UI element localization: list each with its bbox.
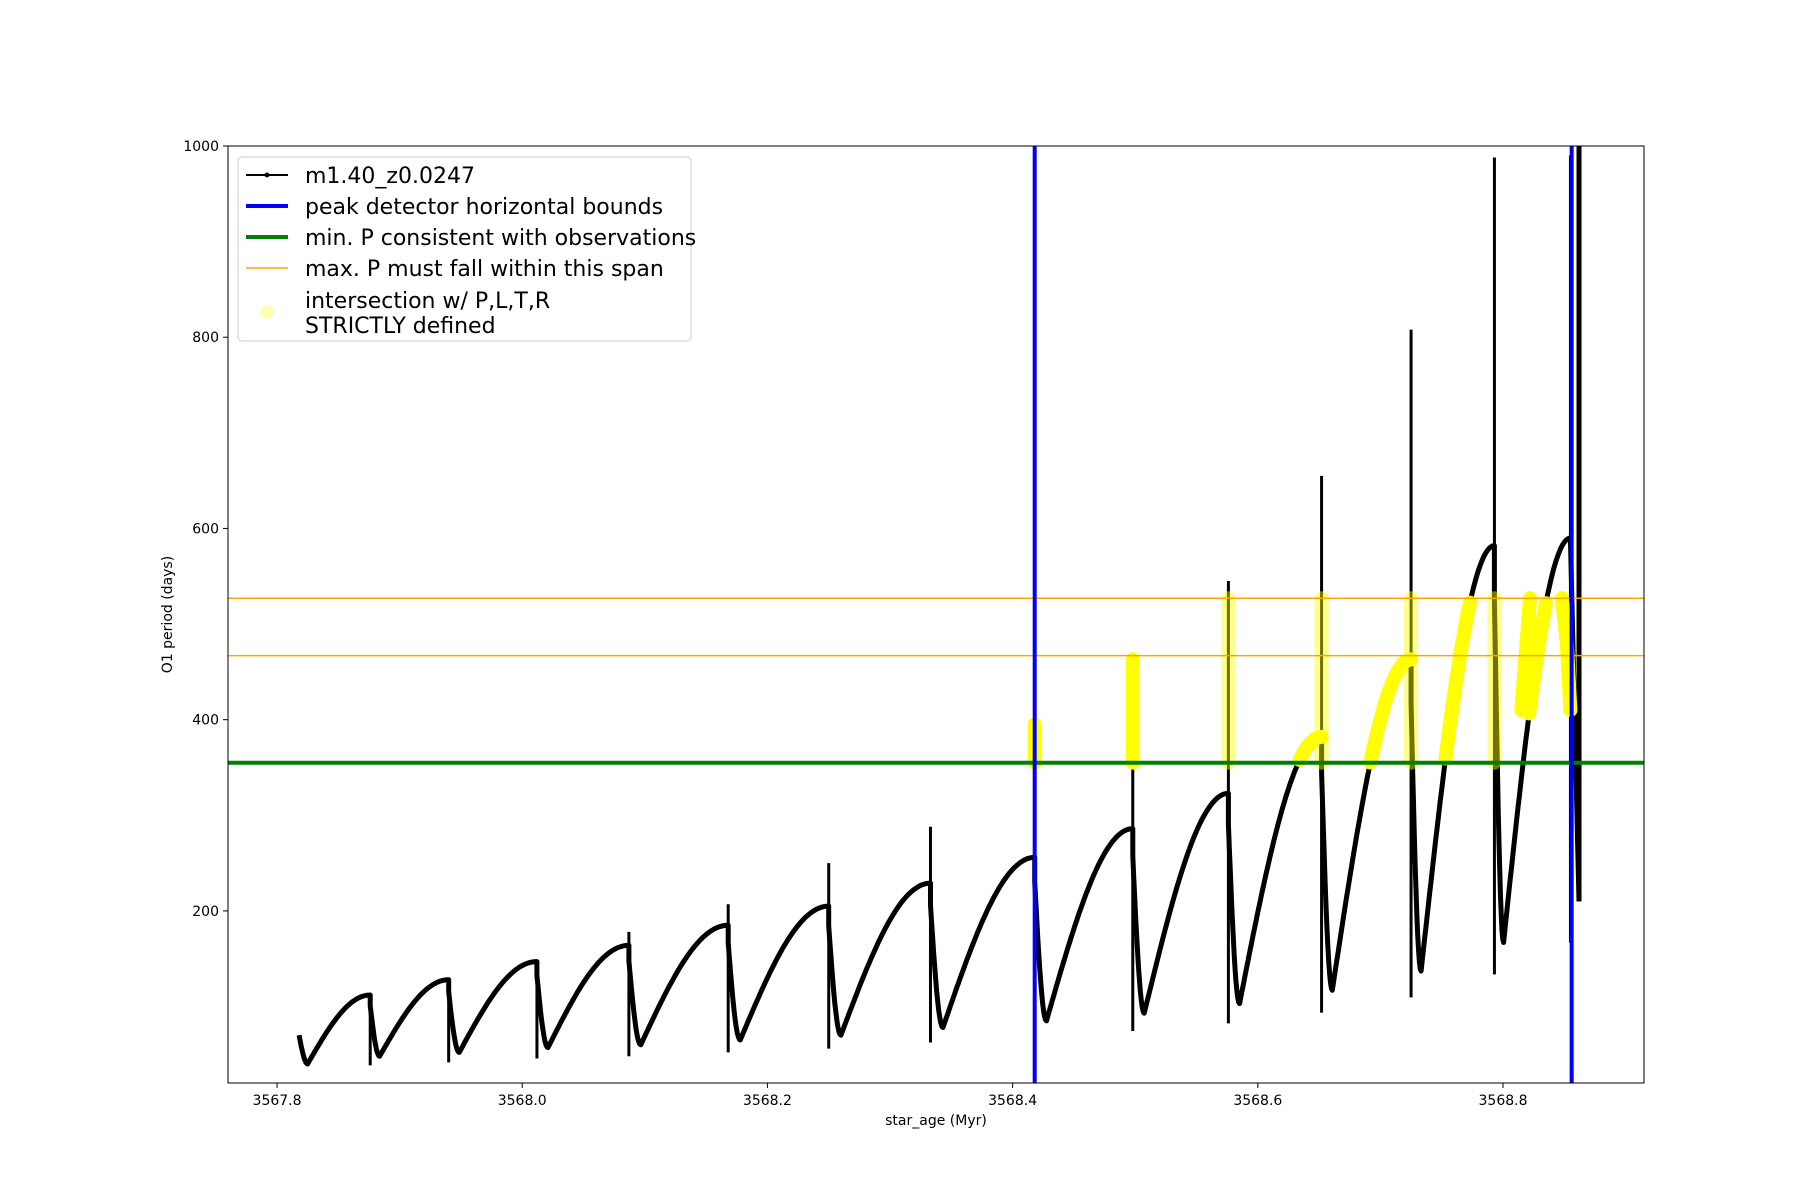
x-axis-label: star_age (Myr)	[885, 1113, 987, 1129]
legend-box	[237, 156, 692, 342]
plot-frame	[227, 145, 1645, 1084]
ticks-layer: 3567.8 3568.0 3568.2 3568.4 3568.6 3568.8 200 4…	[183, 139, 1527, 1109]
x-tick-label-1: 3568.0	[498, 1093, 547, 1109]
y-axis-label: O1 period (days)	[160, 556, 176, 673]
y-tick-label-3: 800	[192, 330, 219, 346]
legend-label-3: max. P must fall within this span	[305, 257, 664, 282]
intersection-marker-6	[1292, 729, 1329, 767]
legend-label-4: intersection w/ P,L,T,R	[305, 289, 550, 314]
x-tick-label-2: 3568.2	[743, 1093, 792, 1109]
intersection-marker-11	[1514, 591, 1537, 718]
x-tick-label-3: 3568.4	[988, 1093, 1037, 1109]
y-tick-label-0: 200	[192, 904, 219, 920]
intersection-marker-8	[1438, 595, 1477, 766]
legend-label-4-line2: STRICTLY defined	[305, 314, 496, 339]
legend-handle-marker-0	[264, 172, 270, 178]
legend-label-1: peak detector horizontal bounds	[305, 195, 663, 220]
intersection-marker-9	[1522, 596, 1553, 721]
x-tick-label-0: 3567.8	[253, 1093, 302, 1109]
y-tick-label-2: 600	[192, 521, 219, 537]
x-tick-label-5: 3568.8	[1479, 1093, 1528, 1109]
x-tick-label-4: 3568.6	[1233, 1093, 1282, 1109]
legend-handle-4	[260, 305, 274, 319]
reference-lines-layer	[228, 146, 1644, 1083]
legend-label-2: min. P consistent with observations	[305, 226, 696, 251]
y-tick-label-1: 400	[192, 713, 219, 729]
intersection-marker-7	[1363, 652, 1419, 770]
legend-label-0: m1.40_z0.0247	[305, 164, 475, 189]
y-tick-label-4: 1000	[183, 139, 219, 155]
intersection-marker-10	[1554, 591, 1578, 718]
